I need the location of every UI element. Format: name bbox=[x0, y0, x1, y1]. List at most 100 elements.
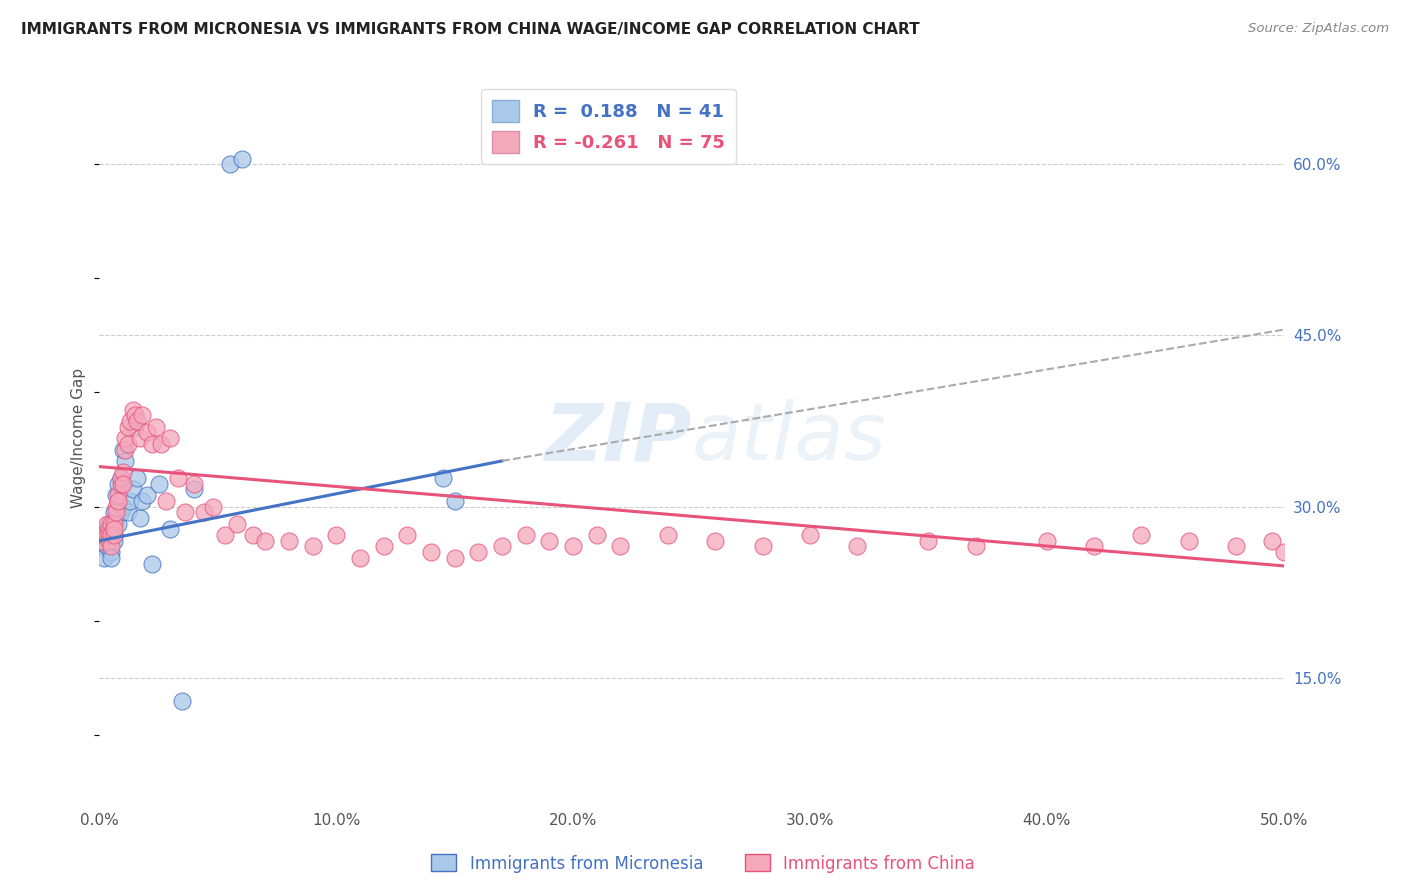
Point bbox=[704, 533, 727, 548]
Point bbox=[112, 466, 135, 480]
Point bbox=[127, 471, 149, 485]
Point bbox=[105, 500, 128, 514]
Point bbox=[254, 533, 277, 548]
Point bbox=[96, 516, 118, 531]
Point bbox=[93, 528, 115, 542]
Point bbox=[1130, 528, 1153, 542]
Point bbox=[1178, 533, 1201, 548]
Point bbox=[443, 550, 465, 565]
Point bbox=[114, 454, 136, 468]
Point bbox=[105, 511, 128, 525]
Point bbox=[172, 693, 194, 707]
Point bbox=[121, 483, 143, 497]
Point bbox=[145, 419, 167, 434]
Point bbox=[100, 550, 122, 565]
Point bbox=[585, 528, 607, 542]
Point bbox=[373, 540, 395, 554]
Point bbox=[214, 528, 236, 542]
Point bbox=[141, 557, 163, 571]
Point bbox=[231, 152, 253, 166]
Point bbox=[349, 550, 371, 565]
Point bbox=[277, 533, 299, 548]
Point bbox=[120, 414, 142, 428]
Point bbox=[103, 528, 125, 542]
Point bbox=[112, 500, 135, 514]
Point bbox=[117, 437, 139, 451]
Point bbox=[1225, 540, 1247, 554]
Point bbox=[242, 528, 264, 542]
Point bbox=[97, 522, 120, 536]
Point bbox=[100, 522, 122, 536]
Point bbox=[173, 505, 195, 519]
Point bbox=[917, 533, 939, 548]
Point bbox=[846, 540, 869, 554]
Point bbox=[657, 528, 679, 542]
Point bbox=[965, 540, 987, 554]
Point bbox=[1260, 533, 1282, 548]
Point bbox=[183, 483, 205, 497]
Point bbox=[159, 431, 181, 445]
Point bbox=[124, 409, 146, 423]
Point bbox=[751, 540, 773, 554]
Point bbox=[202, 500, 225, 514]
Point bbox=[131, 493, 153, 508]
Point bbox=[491, 540, 513, 554]
Point bbox=[114, 431, 136, 445]
Point bbox=[90, 540, 112, 554]
Text: ZIP: ZIP bbox=[544, 399, 692, 477]
Point bbox=[117, 419, 139, 434]
Point bbox=[159, 522, 181, 536]
Point bbox=[105, 488, 128, 502]
Point bbox=[105, 505, 128, 519]
Text: IMMIGRANTS FROM MICRONESIA VS IMMIGRANTS FROM CHINA WAGE/INCOME GAP CORRELATION : IMMIGRANTS FROM MICRONESIA VS IMMIGRANTS… bbox=[21, 22, 920, 37]
Point bbox=[110, 476, 132, 491]
Point bbox=[193, 505, 215, 519]
Point bbox=[420, 545, 443, 559]
Point bbox=[112, 442, 135, 457]
Point bbox=[93, 533, 115, 548]
Point bbox=[183, 476, 205, 491]
Point bbox=[112, 476, 135, 491]
Point bbox=[100, 540, 122, 554]
Point bbox=[107, 488, 129, 502]
Point bbox=[97, 528, 120, 542]
Point bbox=[110, 505, 132, 519]
Point bbox=[515, 528, 537, 542]
Point bbox=[609, 540, 631, 554]
Point bbox=[1035, 533, 1057, 548]
Point bbox=[135, 488, 157, 502]
Point bbox=[141, 437, 163, 451]
Text: Source: ZipAtlas.com: Source: ZipAtlas.com bbox=[1249, 22, 1389, 36]
Point bbox=[396, 528, 419, 542]
Point bbox=[93, 550, 115, 565]
Point bbox=[432, 471, 454, 485]
Point bbox=[103, 533, 125, 548]
Point bbox=[97, 533, 120, 548]
Point bbox=[150, 437, 173, 451]
Point bbox=[103, 516, 125, 531]
Point bbox=[117, 505, 139, 519]
Point bbox=[120, 493, 142, 508]
Point bbox=[97, 516, 120, 531]
Point bbox=[97, 533, 120, 548]
Legend: Immigrants from Micronesia, Immigrants from China: Immigrants from Micronesia, Immigrants f… bbox=[425, 847, 981, 880]
Point bbox=[124, 419, 146, 434]
Point bbox=[96, 528, 118, 542]
Point bbox=[107, 493, 129, 508]
Point bbox=[110, 471, 132, 485]
Point bbox=[107, 476, 129, 491]
Legend: R =  0.188   N = 41, R = -0.261   N = 75: R = 0.188 N = 41, R = -0.261 N = 75 bbox=[481, 89, 737, 164]
Text: atlas: atlas bbox=[692, 399, 886, 477]
Point bbox=[166, 471, 188, 485]
Point bbox=[225, 516, 247, 531]
Point bbox=[100, 516, 122, 531]
Point bbox=[127, 414, 149, 428]
Point bbox=[218, 157, 240, 171]
Point bbox=[103, 522, 125, 536]
Point bbox=[97, 528, 120, 542]
Point bbox=[799, 528, 821, 542]
Point bbox=[121, 402, 143, 417]
Point bbox=[155, 493, 177, 508]
Point bbox=[107, 516, 129, 531]
Point bbox=[538, 533, 561, 548]
